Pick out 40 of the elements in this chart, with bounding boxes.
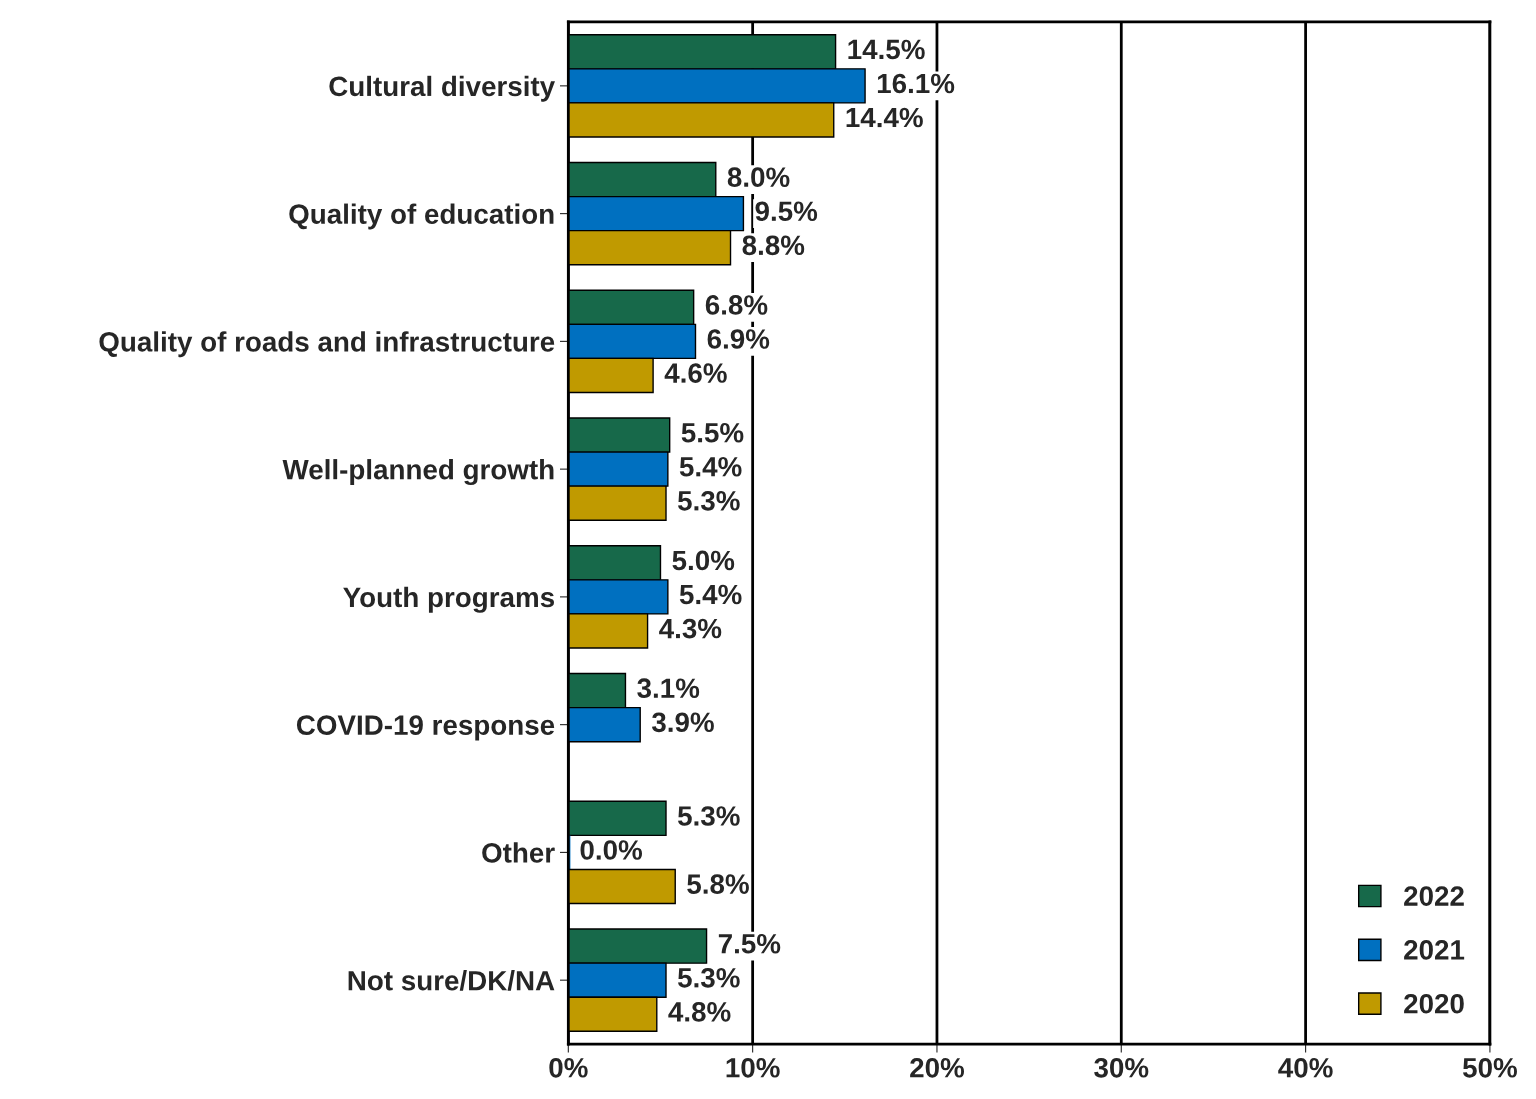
y-tick-label: COVID-19 response xyxy=(296,715,555,741)
x-tick-label: 20% xyxy=(910,1057,965,1078)
legend-label: 2020 xyxy=(1404,993,1464,1014)
data-label: 4.8% xyxy=(668,1002,731,1022)
data-label: 5.3% xyxy=(677,490,740,511)
y-tick-label: Quality of roads and infrastructure xyxy=(99,331,555,358)
x-tick-label: 0% xyxy=(549,1057,588,1078)
y-tick-label: Quality of education xyxy=(289,203,554,230)
data-label: 8.8% xyxy=(742,235,805,256)
data-label: 9.5% xyxy=(755,201,818,222)
data-label: 7.5% xyxy=(718,933,781,954)
data-label: 14.5% xyxy=(848,39,925,60)
data-label: 3.9% xyxy=(651,712,714,733)
data-label: 5.3% xyxy=(677,806,740,826)
data-label: 3.1% xyxy=(637,678,700,699)
legend-label: 2021 xyxy=(1404,940,1465,960)
x-tick-label: 40% xyxy=(1278,1057,1333,1078)
data-label: 14.4% xyxy=(846,107,923,128)
x-tick-label: 30% xyxy=(1094,1057,1149,1078)
x-tick-label: 50% xyxy=(1462,1057,1517,1078)
y-tick-label: Well-planned growth xyxy=(282,459,554,486)
data-label: 5.0% xyxy=(672,550,735,571)
data-label: 16.1% xyxy=(877,73,955,94)
data-label: 5.5% xyxy=(681,422,744,443)
data-label: 4.3% xyxy=(659,618,722,639)
x-tick-label: 10% xyxy=(726,1057,780,1078)
data-label: 8.0% xyxy=(727,167,790,188)
y-tick-label: Youth programs xyxy=(343,586,554,613)
data-label: 5.8% xyxy=(687,874,749,894)
y-tick-label: Other xyxy=(482,842,555,863)
data-label: 5.3% xyxy=(677,967,740,988)
y-tick-label: Not sure/DK/NA xyxy=(348,970,555,991)
data-label: 0.0% xyxy=(580,840,643,860)
data-label: 6.9% xyxy=(707,329,770,349)
data-label: 5.4% xyxy=(679,584,742,605)
y-tick-label: Cultural diversity xyxy=(329,75,555,102)
legend-label: 2022 xyxy=(1404,886,1464,906)
data-label: 4.6% xyxy=(664,363,727,383)
data-label: 5.4% xyxy=(679,456,742,477)
data-label: 6.8% xyxy=(705,295,768,315)
